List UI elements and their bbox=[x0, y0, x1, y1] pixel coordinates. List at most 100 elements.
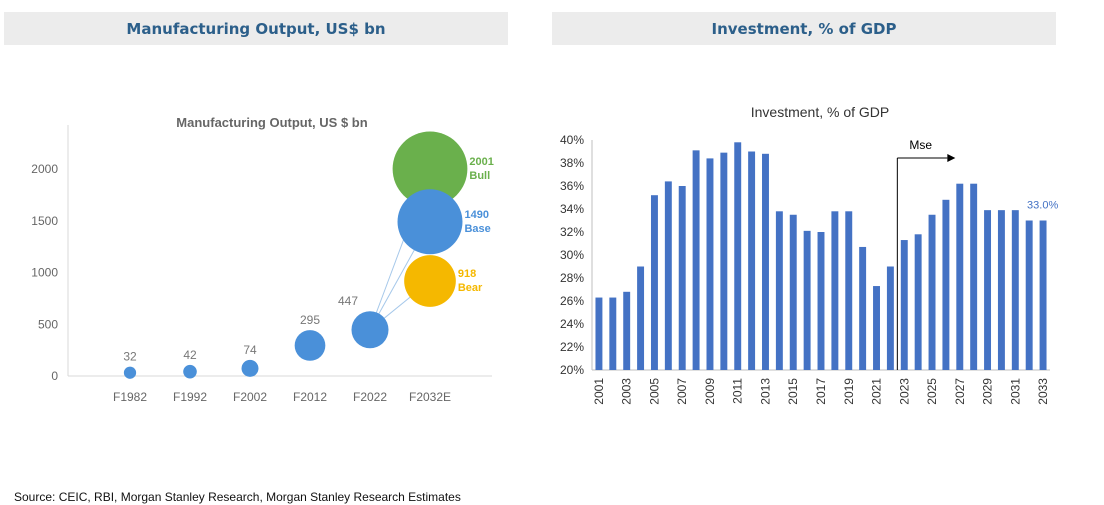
bubble-y-tick-label: 2000 bbox=[31, 162, 58, 176]
bar-2019 bbox=[845, 211, 853, 370]
bar-2021 bbox=[873, 286, 880, 370]
bar-y-tick-label: 24% bbox=[560, 317, 584, 331]
scenario-value-label: 2001 bbox=[469, 156, 493, 168]
bar-2022 bbox=[886, 266, 894, 370]
bar-2016 bbox=[803, 230, 811, 370]
bar-2014 bbox=[775, 211, 783, 370]
scenario-name-label: Bull bbox=[469, 170, 490, 182]
investment-bar-chart: Investment, % of GDP 20% 22% 24% 26% 28% 30% 3… bbox=[560, 104, 1059, 405]
scenario-bubble-bull bbox=[392, 131, 468, 207]
bubble-x-tick-label: F1992 bbox=[173, 390, 207, 404]
bar-x-tick-label: 2025 bbox=[925, 378, 939, 405]
bubble-point bbox=[241, 359, 259, 377]
bar-x-tick-label: 2031 bbox=[1008, 378, 1022, 405]
bar-2012 bbox=[748, 151, 756, 370]
bar-x-tick-label: 2021 bbox=[870, 378, 884, 405]
bar-2025 bbox=[928, 214, 936, 370]
bar-x-tick-label: 2001 bbox=[592, 378, 606, 405]
scenario-bubble-bear bbox=[404, 255, 456, 307]
bar-2029 bbox=[984, 210, 992, 370]
bar-y-tick-label: 30% bbox=[560, 248, 584, 262]
bubble-point bbox=[351, 311, 389, 349]
bar-x-tick-label: 2011 bbox=[731, 378, 745, 404]
bar-2028 bbox=[970, 183, 978, 370]
scenario-bubble-base bbox=[397, 189, 463, 255]
bar-2023 bbox=[900, 240, 908, 370]
bar-2004 bbox=[637, 266, 645, 370]
bubble-point bbox=[183, 364, 197, 379]
bar-x-tick-label: 2005 bbox=[647, 378, 661, 405]
bar-x-tick-label: 2017 bbox=[814, 378, 828, 405]
bar-x-tick-label: 2033 bbox=[1036, 378, 1050, 405]
bubble-point bbox=[123, 366, 137, 379]
bubble-y-tick-label: 1500 bbox=[31, 214, 58, 228]
bar-2001 bbox=[595, 297, 603, 370]
bar-2031 bbox=[1011, 210, 1019, 370]
bar-y-tick-label: 36% bbox=[560, 179, 584, 193]
bar-x-tick-label: 2019 bbox=[842, 378, 856, 405]
bar-2002 bbox=[609, 297, 617, 370]
bar-y-tick-label: 40% bbox=[560, 133, 584, 147]
bar-2008 bbox=[692, 150, 700, 370]
bar-2015 bbox=[789, 214, 797, 370]
bar-2006 bbox=[664, 181, 672, 370]
bubble-data-label: 295 bbox=[300, 313, 320, 327]
source-note: Source: CEIC, RBI, Morgan Stanley Resear… bbox=[14, 490, 461, 504]
bar-2009 bbox=[706, 158, 714, 370]
bubble-data-label: 32 bbox=[123, 350, 137, 364]
bubble-x-tick-label: F2002 bbox=[233, 390, 267, 404]
manufacturing-output-bubble-chart: Manufacturing Output, US $ bn 0 500 1000 15… bbox=[31, 115, 494, 404]
forecast-arrow-head bbox=[947, 154, 956, 162]
bar-x-tick-label: 2029 bbox=[981, 378, 995, 405]
bar-y-tick-label: 20% bbox=[560, 363, 584, 377]
bar-x-tick-label: 2023 bbox=[897, 378, 911, 405]
scenario-value-label: 1490 bbox=[464, 209, 488, 221]
scenario-name-label: Base bbox=[464, 223, 490, 235]
bar-x-tick-label: 2009 bbox=[703, 378, 717, 405]
bubble-y-tick-label: 500 bbox=[38, 317, 58, 331]
bar-y-tick-label: 34% bbox=[560, 202, 584, 216]
bar-x-tick-label: 2027 bbox=[953, 378, 967, 405]
right-panel-title: Investment, % of GDP bbox=[552, 12, 1056, 45]
bar-x-tick-label: 2007 bbox=[675, 378, 689, 405]
bubble-data-label: 447 bbox=[338, 294, 358, 308]
last-value-label: 33.0% bbox=[1027, 200, 1058, 212]
bar-y-tick-label: 32% bbox=[560, 225, 584, 239]
bar-2032 bbox=[1025, 220, 1033, 370]
bubble-y-tick-label: 0 bbox=[51, 369, 58, 383]
left-panel-title: Manufacturing Output, US$ bn bbox=[4, 12, 508, 45]
scenario-name-label: Bear bbox=[458, 282, 483, 294]
bar-2007 bbox=[678, 186, 686, 370]
bar-2020 bbox=[859, 246, 867, 370]
bar-y-tick-label: 38% bbox=[560, 156, 584, 170]
bar-2010 bbox=[720, 152, 728, 370]
bubble-x-tick-label: F2032E bbox=[409, 390, 451, 404]
bar-y-tick-label: 22% bbox=[560, 340, 584, 354]
bubble-x-tick-label: F2022 bbox=[353, 390, 387, 404]
bar-2027 bbox=[956, 183, 964, 370]
bar-chart-title: Investment, % of GDP bbox=[751, 104, 890, 120]
bubble-chart-title: Manufacturing Output, US $ bn bbox=[176, 115, 367, 130]
bar-2013 bbox=[762, 153, 769, 370]
bar-2024 bbox=[914, 234, 922, 370]
bubble-point bbox=[294, 330, 326, 361]
bar-2005 bbox=[650, 195, 658, 370]
bar-2018 bbox=[831, 211, 839, 370]
bubble-y-tick-label: 1000 bbox=[31, 266, 58, 280]
bubble-data-label: 74 bbox=[243, 343, 257, 357]
bar-2017 bbox=[817, 232, 825, 370]
bubble-data-label: 42 bbox=[183, 348, 197, 362]
bar-x-tick-label: 2015 bbox=[786, 378, 800, 405]
bar-y-tick-label: 28% bbox=[560, 271, 584, 285]
bubble-x-tick-label: F2012 bbox=[293, 390, 327, 404]
bar-2033 bbox=[1039, 220, 1047, 370]
bar-y-tick-label: 26% bbox=[560, 294, 584, 308]
bar-2030 bbox=[997, 210, 1005, 370]
bar-2026 bbox=[942, 199, 950, 370]
scenario-value-label: 918 bbox=[458, 268, 476, 280]
bar-2003 bbox=[623, 291, 631, 370]
bubble-x-tick-label: F1982 bbox=[113, 390, 147, 404]
forecast-annotation-label: Mse bbox=[909, 138, 932, 152]
bar-x-tick-label: 2003 bbox=[620, 378, 634, 405]
bar-2011 bbox=[734, 142, 742, 370]
